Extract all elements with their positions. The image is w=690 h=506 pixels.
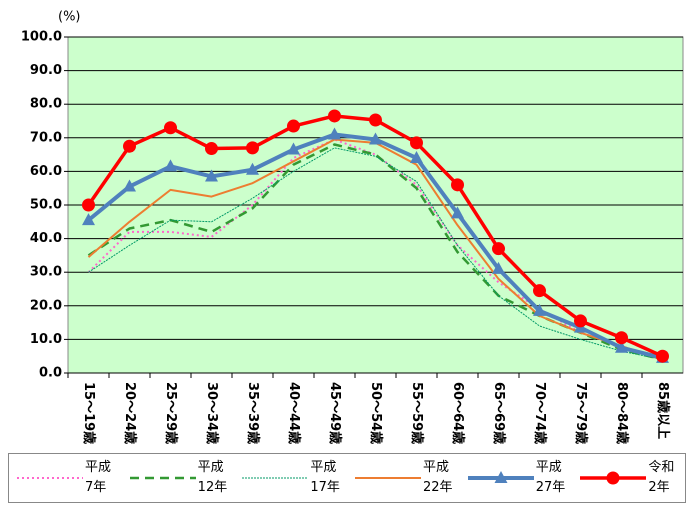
legend-swatch	[17, 477, 83, 479]
y-tick-label: 50.0	[30, 198, 62, 213]
legend-swatch	[467, 471, 534, 483]
x-tick-label: 70～74歳	[532, 382, 548, 444]
marker	[328, 127, 341, 140]
marker	[451, 178, 464, 192]
marker	[492, 261, 505, 274]
marker	[205, 169, 218, 182]
marker	[287, 142, 300, 155]
marker	[164, 121, 177, 135]
marker	[492, 242, 505, 256]
marker	[82, 213, 95, 226]
marker	[615, 340, 628, 353]
marker	[123, 179, 136, 192]
y-tick-label: 30.0	[30, 265, 62, 280]
legend-label: 平成12年	[197, 460, 228, 495]
marker	[533, 303, 546, 316]
y-tick-label: 0.0	[39, 366, 62, 381]
marker	[205, 142, 218, 156]
marker	[328, 109, 341, 123]
marker	[246, 141, 259, 155]
legend-swatch	[129, 476, 196, 480]
y-tick-label: 60.0	[30, 164, 62, 179]
marker	[164, 159, 177, 172]
legend-swatch	[242, 477, 309, 479]
legend-label: 平成7年	[85, 460, 112, 495]
marker	[615, 331, 628, 345]
legend-entry: 平成12年	[122, 454, 235, 502]
y-tick-label: 90.0	[30, 63, 62, 78]
x-tick-label: 75～79歳	[573, 382, 589, 444]
chart: (%) 0.0 10.0 20.0 30.0 40.0 50.0 60.0 70.0 80.0 9…	[21, 10, 684, 444]
marker	[410, 136, 423, 150]
x-tick-label: 80～84歳	[614, 382, 630, 444]
legend-swatch	[355, 477, 422, 479]
x-tick-label: 65～69歳	[491, 382, 507, 444]
legend-swatch	[580, 471, 647, 485]
x-tick-label: 15～19歳	[81, 382, 97, 444]
x-tick-label: 60～64歳	[450, 382, 466, 444]
y-unit: (%)	[58, 10, 81, 25]
marker	[410, 150, 423, 163]
marker	[123, 139, 136, 153]
legend-entry: 平成27年	[460, 454, 573, 502]
legend-label: 平成22年	[423, 460, 453, 495]
series-line	[88, 147, 663, 361]
x-tick-label: 30～34歳	[204, 382, 220, 444]
y-tick-label: 70.0	[30, 130, 62, 145]
legend-entry: 平成22年	[347, 454, 460, 502]
marker	[656, 349, 669, 363]
legend-entry: 令和2年	[572, 454, 685, 502]
marker	[533, 284, 546, 298]
x-tick-label: 55～59歳	[409, 382, 425, 444]
marker	[369, 113, 382, 127]
x-tick-label: 35～39歳	[245, 382, 261, 444]
x-tick-label: 50～54歳	[368, 382, 384, 444]
x-tick-label: 40～44歳	[286, 382, 302, 444]
marker	[494, 471, 508, 483]
legend-label: 平成17年	[310, 460, 340, 495]
y-tick-label: 20.0	[30, 298, 62, 313]
x-tick-label: 25～29歳	[163, 382, 179, 444]
marker	[82, 198, 95, 212]
x-tick-label: 85歳以上	[655, 382, 671, 439]
marker	[574, 314, 587, 328]
marker	[606, 471, 620, 485]
legend-label: 令和2年	[648, 460, 675, 495]
marker	[287, 119, 300, 133]
y-tick-label: 10.0	[30, 332, 62, 347]
legend-entry: 平成7年	[9, 454, 122, 502]
legend-entry: 平成17年	[234, 454, 347, 502]
y-tick-label: 80.0	[30, 97, 62, 112]
y-tick-label: 100.0	[21, 30, 62, 45]
x-tick-label: 45～49歳	[327, 382, 343, 444]
legend-label: 平成27年	[535, 460, 566, 495]
x-tick-label: 20～24歳	[122, 382, 138, 444]
marker	[451, 206, 464, 219]
marker	[246, 162, 259, 175]
y-tick-label: 40.0	[30, 231, 62, 246]
marker	[369, 132, 382, 145]
legend: 平成7年 平成12年 平成17年 平成22年 平成27年 令和2年	[8, 453, 686, 503]
